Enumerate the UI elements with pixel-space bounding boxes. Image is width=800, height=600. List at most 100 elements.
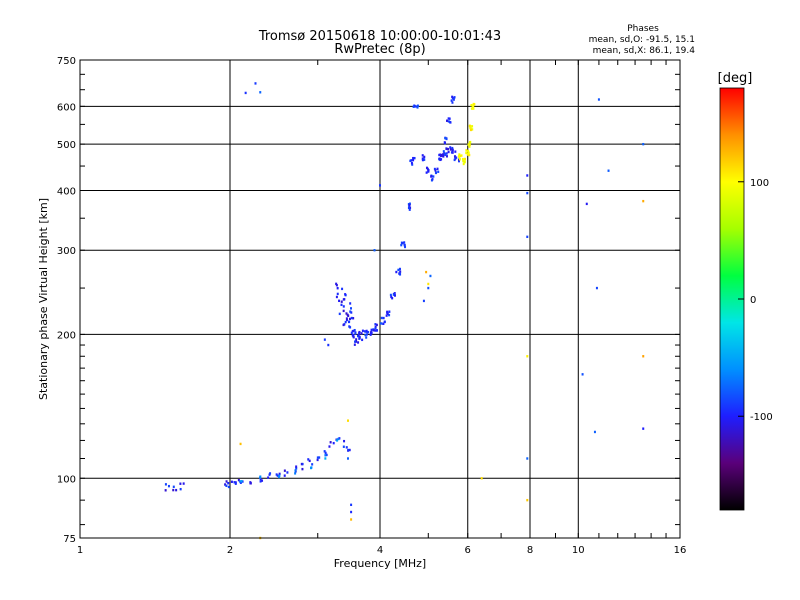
echo-point	[451, 95, 454, 99]
echo-point	[254, 82, 257, 85]
echo-point	[361, 338, 364, 342]
y-tick-label: 750	[57, 56, 76, 67]
y-axis-label: Stationary phase Virtual Height [km]	[37, 198, 50, 400]
echo-point	[443, 152, 446, 155]
echo-point	[470, 104, 473, 107]
echo-point	[341, 287, 344, 291]
echo-point	[450, 99, 453, 102]
echo-point	[453, 96, 456, 99]
echo-point	[372, 329, 375, 332]
echo-point	[526, 355, 529, 358]
echo-point	[349, 326, 352, 329]
echo-point	[234, 481, 237, 484]
echo-point	[383, 320, 386, 324]
echo-points-layer	[164, 82, 645, 540]
echo-point	[350, 331, 353, 334]
echo-point	[457, 159, 460, 163]
echo-point	[404, 245, 407, 249]
y-tick-label: 500	[57, 140, 76, 151]
echo-point	[335, 282, 338, 286]
echo-point	[430, 175, 433, 178]
echo-point	[436, 167, 439, 171]
x-tick-label: 8	[527, 545, 533, 556]
echo-point	[348, 448, 351, 452]
echo-point	[344, 320, 347, 324]
echo-point	[179, 487, 182, 491]
echo-point	[239, 480, 242, 483]
echo-point	[167, 484, 170, 488]
x-tick-label: 16	[674, 545, 687, 556]
echo-point	[460, 154, 463, 157]
echo-point	[361, 329, 364, 332]
echo-point	[357, 333, 360, 337]
echo-point	[283, 469, 286, 472]
echo-point	[370, 331, 373, 335]
echo-point	[342, 445, 345, 448]
echo-point	[340, 303, 343, 307]
echo-point	[449, 146, 452, 149]
echo-point	[352, 317, 355, 320]
echo-point	[408, 205, 411, 208]
echo-point	[327, 343, 330, 347]
echo-point	[447, 120, 450, 123]
echo-point	[447, 150, 450, 154]
echo-point	[240, 480, 243, 483]
echo-point	[367, 330, 370, 334]
echo-point	[445, 147, 448, 151]
echo-point	[407, 206, 410, 210]
echo-point	[324, 451, 327, 455]
echo-point	[595, 286, 598, 290]
y-tick-label: 400	[57, 186, 76, 197]
colorbar-tick-label: 100	[750, 178, 769, 189]
echo-point	[421, 158, 424, 162]
echo-point	[310, 466, 313, 469]
echo-point	[451, 96, 454, 100]
echo-point	[346, 313, 349, 317]
echo-point	[336, 287, 339, 290]
echo-point	[354, 332, 357, 335]
echo-point	[642, 142, 645, 146]
echo-point	[454, 150, 457, 153]
echo-point	[350, 316, 353, 320]
y-tick-label: 300	[57, 246, 76, 257]
echo-point	[469, 128, 472, 132]
echo-point	[374, 323, 377, 326]
echo-point	[471, 125, 474, 128]
echo-point	[342, 298, 345, 301]
echo-point	[400, 241, 403, 244]
grid-layer	[80, 60, 680, 538]
colorbar-label: [deg]	[718, 71, 753, 86]
echo-point	[480, 477, 483, 480]
echo-point	[363, 330, 366, 333]
echo-point	[526, 191, 529, 195]
echo-point	[283, 474, 286, 477]
echo-point	[408, 208, 411, 211]
echo-point	[390, 295, 393, 299]
echo-point	[370, 328, 373, 332]
echo-point	[278, 472, 281, 476]
echo-point	[382, 316, 385, 320]
echo-point	[332, 441, 335, 445]
echo-point	[230, 480, 233, 483]
echo-point	[403, 241, 406, 244]
echo-point	[345, 446, 348, 449]
echo-point	[422, 299, 425, 303]
x-tick-label: 10	[572, 545, 585, 556]
echo-point	[227, 481, 230, 485]
y-tick-label: 75	[63, 534, 76, 545]
echo-point	[225, 484, 228, 488]
echo-point	[233, 481, 236, 484]
echo-point	[328, 445, 331, 448]
echo-point	[446, 119, 449, 122]
echo-point	[375, 329, 378, 332]
echo-point	[468, 145, 471, 148]
echo-point	[338, 437, 341, 440]
echo-point	[472, 105, 475, 108]
echo-point	[472, 107, 475, 110]
echo-point	[336, 292, 339, 296]
echo-point	[607, 169, 610, 172]
echo-point	[414, 105, 417, 108]
echo-point	[526, 498, 529, 502]
phases-legend-title: Phases	[627, 24, 659, 34]
echo-point	[325, 453, 328, 457]
